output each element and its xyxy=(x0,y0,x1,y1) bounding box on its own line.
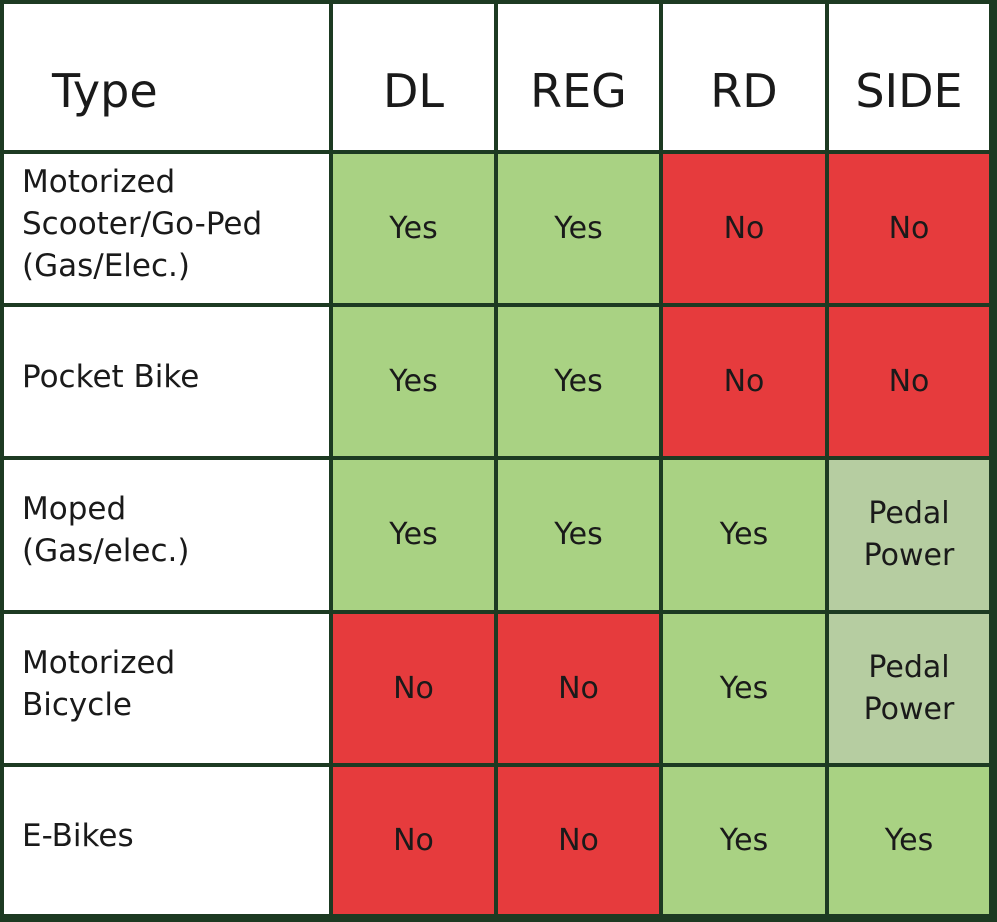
status-cell: Yes xyxy=(663,767,825,914)
status-cell: No xyxy=(829,154,989,303)
header-cell: RD xyxy=(663,4,825,150)
status-cell: Yes xyxy=(333,154,494,303)
status-cell: Pedal Power xyxy=(829,460,989,610)
status-cell: Yes xyxy=(829,767,989,914)
status-cell: Pedal Power xyxy=(829,614,989,763)
type-cell: E-Bikes xyxy=(4,767,329,914)
status-cell: Yes xyxy=(663,614,825,763)
header-cell: REG xyxy=(498,4,659,150)
status-cell: No xyxy=(663,307,825,456)
status-cell: No xyxy=(333,614,494,763)
status-cell: Yes xyxy=(663,460,825,610)
type-cell: Pocket Bike xyxy=(4,307,329,456)
status-cell: No xyxy=(498,614,659,763)
status-cell: No xyxy=(829,307,989,456)
type-cell: Motorized Scooter/Go-Ped (Gas/Elec.) xyxy=(4,154,329,303)
header-cell: DL xyxy=(333,4,494,150)
status-cell: No xyxy=(333,767,494,914)
type-cell: Moped (Gas/elec.) xyxy=(4,460,329,610)
status-cell: Yes xyxy=(333,460,494,610)
header-cell: SIDE xyxy=(829,4,989,150)
status-cell: Yes xyxy=(498,154,659,303)
status-cell: Yes xyxy=(498,460,659,610)
status-cell: No xyxy=(498,767,659,914)
status-cell: Yes xyxy=(333,307,494,456)
header-cell: Type xyxy=(4,4,329,150)
type-cell: Motorized Bicycle xyxy=(4,614,329,763)
status-cell: No xyxy=(663,154,825,303)
status-cell: Yes xyxy=(498,307,659,456)
